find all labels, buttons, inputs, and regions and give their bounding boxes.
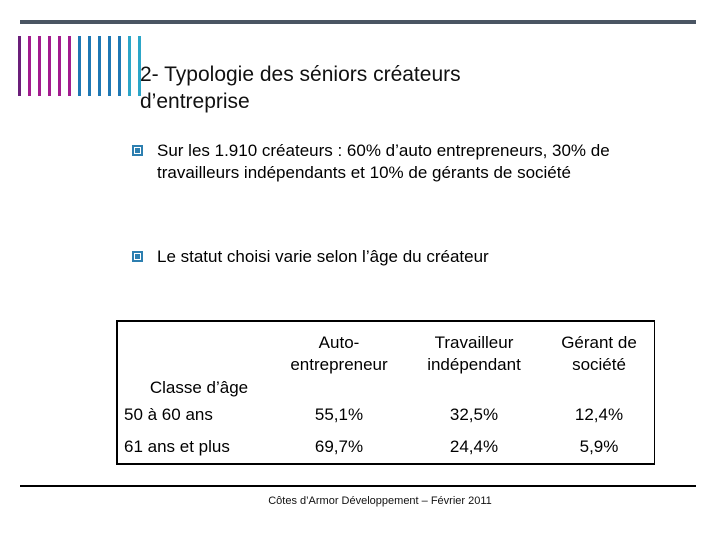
accent-bar xyxy=(138,36,141,96)
header-travailleur-independant: Travailleur indépendant xyxy=(404,322,544,399)
accent-bar xyxy=(78,36,81,96)
header-line: Gérant de xyxy=(561,332,637,352)
accent-bar xyxy=(48,36,51,96)
checkbox-bullet-icon xyxy=(132,251,143,262)
header-line: entrepreneur xyxy=(290,354,388,374)
header-line: Travailleur xyxy=(434,332,514,352)
accent-bar xyxy=(18,36,21,96)
header-line: indépendant xyxy=(427,354,521,374)
footer-source: Côtes d’Armor Développement – Février 20… xyxy=(268,495,492,507)
cell-gerant: 12,4% xyxy=(574,405,624,424)
decorative-bars xyxy=(18,36,141,96)
table-row: 50 à 60 ans 55,1% 32,5% 12,4% xyxy=(118,399,654,431)
cell-gerant: 5,9% xyxy=(579,437,619,456)
cell-auto: 69,7% xyxy=(314,437,364,456)
table-header-row: Classe d’âge Auto- entrepreneur Travaill… xyxy=(118,322,654,399)
slide-title-line2: d’entreprise xyxy=(140,90,250,113)
header-gerant-societe: Gérant de société xyxy=(544,322,654,399)
header-line: société xyxy=(572,354,626,374)
bullet-text: Sur les 1.910 créateurs : 60% d’auto ent… xyxy=(157,141,610,182)
accent-bar xyxy=(128,36,131,96)
top-rule xyxy=(20,20,696,24)
accent-bar xyxy=(68,36,71,96)
bottom-rule xyxy=(20,485,696,487)
slide-title-line1: 2- Typologie des séniors créateurs xyxy=(140,63,461,86)
accent-bar xyxy=(108,36,111,96)
cell-independant: 32,5% xyxy=(449,405,499,424)
data-table: Classe d’âge Auto- entrepreneur Travaill… xyxy=(116,320,655,465)
header-classe-age: Classe d’âge xyxy=(149,378,249,397)
cell-auto: 55,1% xyxy=(314,405,364,424)
accent-bar xyxy=(58,36,61,96)
row-label: 50 à 60 ans xyxy=(124,405,213,424)
row-label: 61 ans et plus xyxy=(124,437,230,456)
accent-bar xyxy=(98,36,101,96)
slide-title: 2- Typologie des séniors créateurs d’ent… xyxy=(140,61,660,115)
cell-independant: 24,4% xyxy=(449,437,499,456)
table-row: 61 ans et plus 69,7% 24,4% 5,9% xyxy=(118,431,654,463)
checkbox-bullet-icon xyxy=(132,145,143,156)
accent-bar xyxy=(28,36,31,96)
bullet-item: Le statut choisi varie selon l’âge du cr… xyxy=(132,246,692,268)
bullet-text: Le statut choisi varie selon l’âge du cr… xyxy=(157,247,489,266)
bullet-item: Sur les 1.910 créateurs : 60% d’auto ent… xyxy=(132,140,692,184)
accent-bar xyxy=(88,36,91,96)
accent-bar xyxy=(118,36,121,96)
header-auto-entrepreneur: Auto- entrepreneur xyxy=(274,322,404,399)
header-line: Auto- xyxy=(318,332,360,352)
accent-bar xyxy=(38,36,41,96)
